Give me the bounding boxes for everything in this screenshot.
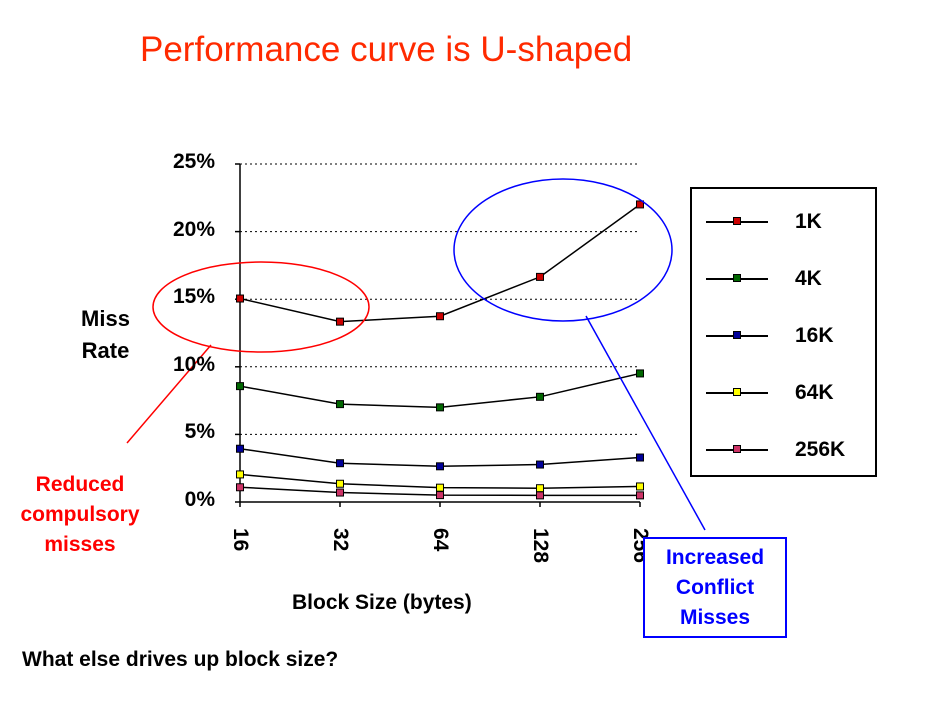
increased-conflict-callout: Increased Conflict Misses: [643, 537, 787, 638]
data-point-16K: [336, 459, 344, 468]
legend-item: 1K: [692, 207, 875, 237]
y-tick-label: 25%: [172, 150, 215, 173]
data-point-1K: [536, 272, 544, 281]
axes: [235, 163, 641, 507]
increased-highlight-ellipse: [453, 178, 673, 322]
data-point-256K: [636, 491, 644, 500]
data-point-16K: [636, 453, 644, 462]
legend-marker: [733, 274, 741, 282]
data-point-1K: [336, 317, 344, 326]
question-text: What else drives up block size?: [22, 648, 339, 671]
callout-line: Reduced: [35, 473, 125, 496]
callout-line: misses: [44, 533, 116, 556]
legend-marker: [733, 331, 741, 339]
data-point-4K: [636, 369, 644, 378]
data-point-1K: [236, 294, 244, 303]
data-point-64K: [636, 482, 644, 491]
x-tick-label: 128: [529, 528, 552, 564]
callout-line: Increased: [665, 546, 765, 569]
y-tick-label: 0%: [184, 488, 215, 511]
data-point-4K: [336, 400, 344, 409]
legend-label: 64K: [795, 381, 834, 404]
legend-marker: [733, 445, 741, 453]
legend-marker: [733, 217, 741, 225]
legend-item: 4K: [692, 264, 875, 294]
data-point-4K: [236, 382, 244, 391]
data-point-256K: [236, 483, 244, 492]
reduced-compulsory-callout: Reduced compulsory misses: [5, 470, 155, 560]
annotations: [126, 178, 706, 531]
chart-legend: 1K 4K 16K 64K 256K: [690, 187, 877, 477]
data-point-64K: [436, 483, 444, 492]
data-point-256K: [336, 488, 344, 497]
data-point-1K: [436, 312, 444, 321]
data-point-64K: [336, 479, 344, 488]
slide-title: Performance curve is U-shaped: [140, 30, 633, 69]
series-line-4K: [239, 372, 641, 409]
data-point-256K: [436, 491, 444, 500]
callout-line: Conflict: [675, 576, 755, 599]
legend-label: 16K: [795, 324, 834, 347]
increased-pointer-line: [585, 315, 706, 531]
legend-label: 1K: [795, 210, 822, 233]
y-tick-label: 15%: [172, 285, 215, 309]
legend-label: 4K: [795, 267, 822, 290]
legend-marker: [733, 388, 741, 396]
y-tick-label: 20%: [172, 217, 215, 241]
callout-line: Misses: [679, 606, 751, 629]
y-tick-label: 5%: [184, 420, 215, 444]
data-point-64K: [236, 470, 244, 479]
x-axis-label: Block Size (bytes): [292, 591, 472, 614]
y-tick-label: 10%: [172, 352, 215, 376]
reduced-highlight-ellipse: [152, 261, 370, 353]
series-lines: [236, 200, 644, 500]
data-point-4K: [436, 403, 444, 412]
reduced-pointer-line: [126, 344, 212, 444]
legend-label: 256K: [795, 438, 846, 461]
y-axis-label-line1: Miss: [81, 306, 130, 331]
data-point-1K: [636, 200, 644, 209]
data-point-64K: [536, 484, 544, 493]
callout-line: compulsory: [20, 503, 140, 526]
data-point-4K: [536, 392, 544, 401]
y-axis-label: Miss Rate: [68, 303, 143, 367]
legend-item: 256K: [692, 435, 875, 465]
legend-item: 64K: [692, 378, 875, 408]
x-tick-label: 64: [429, 528, 452, 552]
y-axis-label-line2: Rate: [81, 338, 130, 363]
data-point-16K: [436, 462, 444, 471]
grid-lines: [240, 163, 640, 435]
legend-item: 16K: [692, 321, 875, 351]
data-point-16K: [236, 444, 244, 453]
x-tick-label: 32: [329, 528, 352, 552]
data-point-16K: [536, 460, 544, 469]
data-point-256K: [536, 491, 544, 500]
series-line-1K: [239, 203, 641, 323]
x-tick-label: 16: [229, 528, 252, 552]
